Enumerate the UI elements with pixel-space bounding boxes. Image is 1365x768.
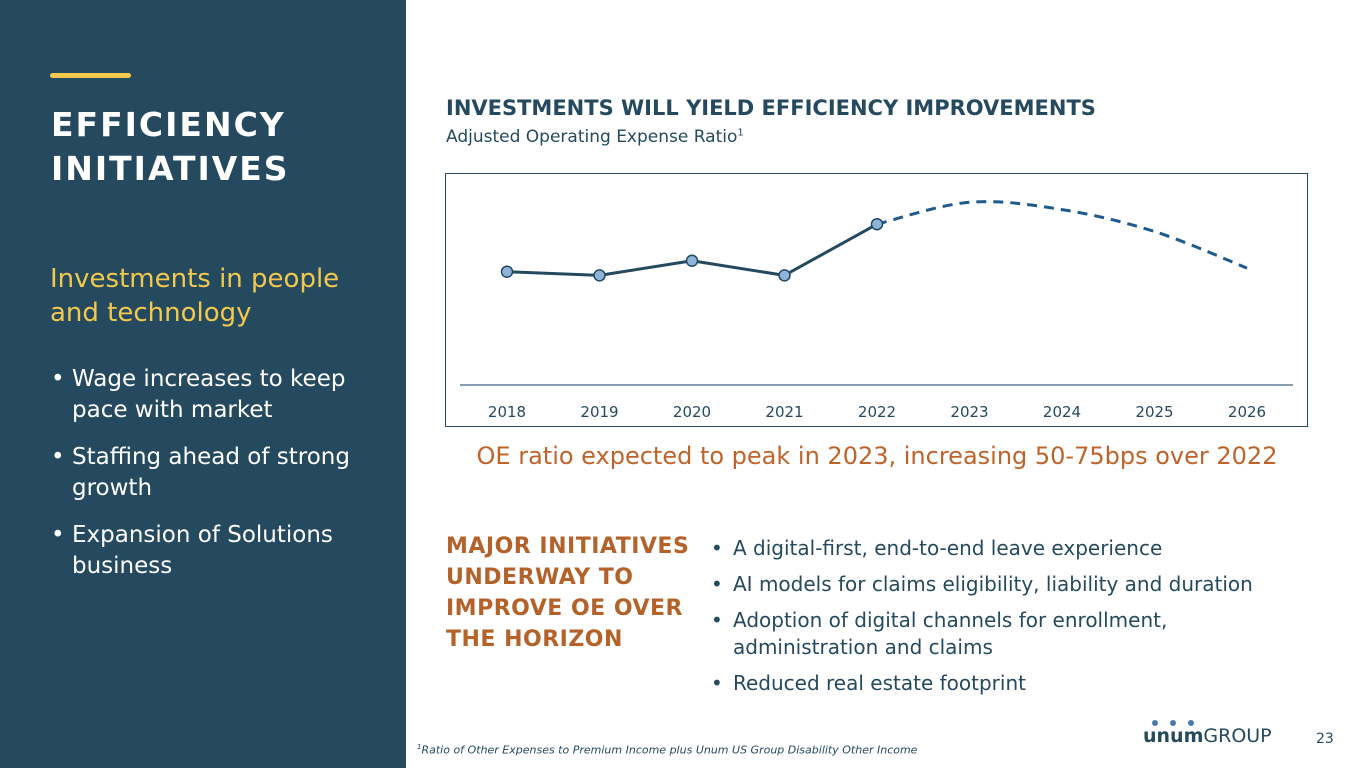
list-item-text: Adoption of digital channels for enrollm… (733, 608, 1168, 659)
list-item-text: AI models for claims eligibility, liabil… (733, 572, 1253, 596)
bullet-icon: • (51, 522, 65, 548)
data-point-marker (685, 254, 699, 267)
series-line-projected (876, 200, 1248, 270)
sidebar-bullet-list: • Wage increases to keep pace with market… (51, 364, 381, 598)
bullet-icon: • (711, 572, 723, 596)
footnote-marker: 1 (737, 127, 744, 139)
page-title: EFFICIENCY INITIATIVES (51, 105, 290, 188)
list-item-text: Reduced real estate footprint (733, 671, 1026, 695)
chart-callout: OE ratio expected to peak in 2023, incre… (476, 442, 1278, 470)
list-item-text: Wage increases to keep pace with market (72, 366, 346, 423)
chart-subtitle-text: Adjusted Operating Expense Ratio (446, 127, 738, 147)
footnote-text: Ratio of Other Expenses to Premium Incom… (421, 743, 918, 757)
data-point-marker (870, 217, 884, 231)
x-tick-label: 2026 (1228, 403, 1266, 421)
list-item: • Expansion of Solutions business (51, 520, 381, 582)
data-point-marker (593, 269, 606, 282)
bullet-icon: • (711, 608, 723, 632)
bullet-icon: • (711, 671, 723, 695)
x-tick-label: 2020 (673, 403, 711, 421)
major-initiatives-heading: MAJOR INITIATIVES UNDERWAY TO IMPROVE OE… (446, 534, 690, 652)
series-line-actual (506, 222, 878, 277)
x-tick-label: 2018 (488, 403, 526, 421)
logo-dots-icon (1152, 720, 1194, 726)
list-item: • A digital-first, end-to-end leave exper… (711, 535, 1311, 562)
footnote: 1Ratio of Other Expenses to Premium Inco… (417, 743, 917, 757)
page-number: 23 (1316, 731, 1334, 747)
x-tick-label: 2023 (950, 403, 988, 421)
bullet-icon: • (51, 444, 65, 470)
chart-frame: 2018 2019 2020 2021 2022 2023 2024 2025 2026 (445, 173, 1308, 427)
sidebar-subtitle: Investments in people and technology (50, 264, 340, 328)
list-item-text: A digital-first, end-to-end leave experi… (733, 536, 1163, 560)
logo-wordmark: unumGROUP (1143, 725, 1272, 747)
x-tick-label: 2024 (1043, 403, 1081, 421)
list-item: • Adoption of digital channels for enroll… (711, 607, 1311, 661)
list-item-text: Staffing ahead of strong growth (72, 444, 350, 501)
x-tick-label: 2019 (580, 403, 618, 421)
chart-heading: INVESTMENTS WILL YIELD EFFICIENCY IMPROV… (446, 96, 1096, 120)
sidebar-panel: EFFICIENCY INITIATIVES Investments in pe… (0, 0, 406, 768)
x-tick-label: 2025 (1135, 403, 1173, 421)
bullet-icon: • (51, 366, 65, 392)
list-item: • AI models for claims eligibility, liabi… (711, 571, 1311, 598)
logo-brand: unum (1143, 725, 1204, 747)
oe-ratio-chart: 2018 2019 2020 2021 2022 2023 2024 2025 2026 (460, 200, 1293, 421)
list-item: • Staffing ahead of strong growth (51, 442, 381, 504)
accent-bar (50, 73, 131, 78)
initiatives-list: • A digital-first, end-to-end leave exper… (711, 535, 1311, 706)
company-logo: unumGROUP (1141, 719, 1291, 749)
footnote-marker: 1 (417, 743, 422, 751)
list-item: • Reduced real estate footprint (711, 670, 1311, 697)
chart-subtitle: Adjusted Operating Expense Ratio1 (446, 127, 744, 147)
data-point-marker (500, 265, 514, 278)
data-point-marker (778, 269, 791, 282)
bullet-icon: • (711, 536, 723, 560)
list-item: • Wage increases to keep pace with market (51, 364, 381, 426)
list-item-text: Expansion of Solutions business (72, 522, 333, 579)
logo-suffix: GROUP (1203, 725, 1272, 747)
x-tick-label: 2021 (765, 403, 803, 421)
x-tick-label: 2022 (858, 403, 896, 421)
